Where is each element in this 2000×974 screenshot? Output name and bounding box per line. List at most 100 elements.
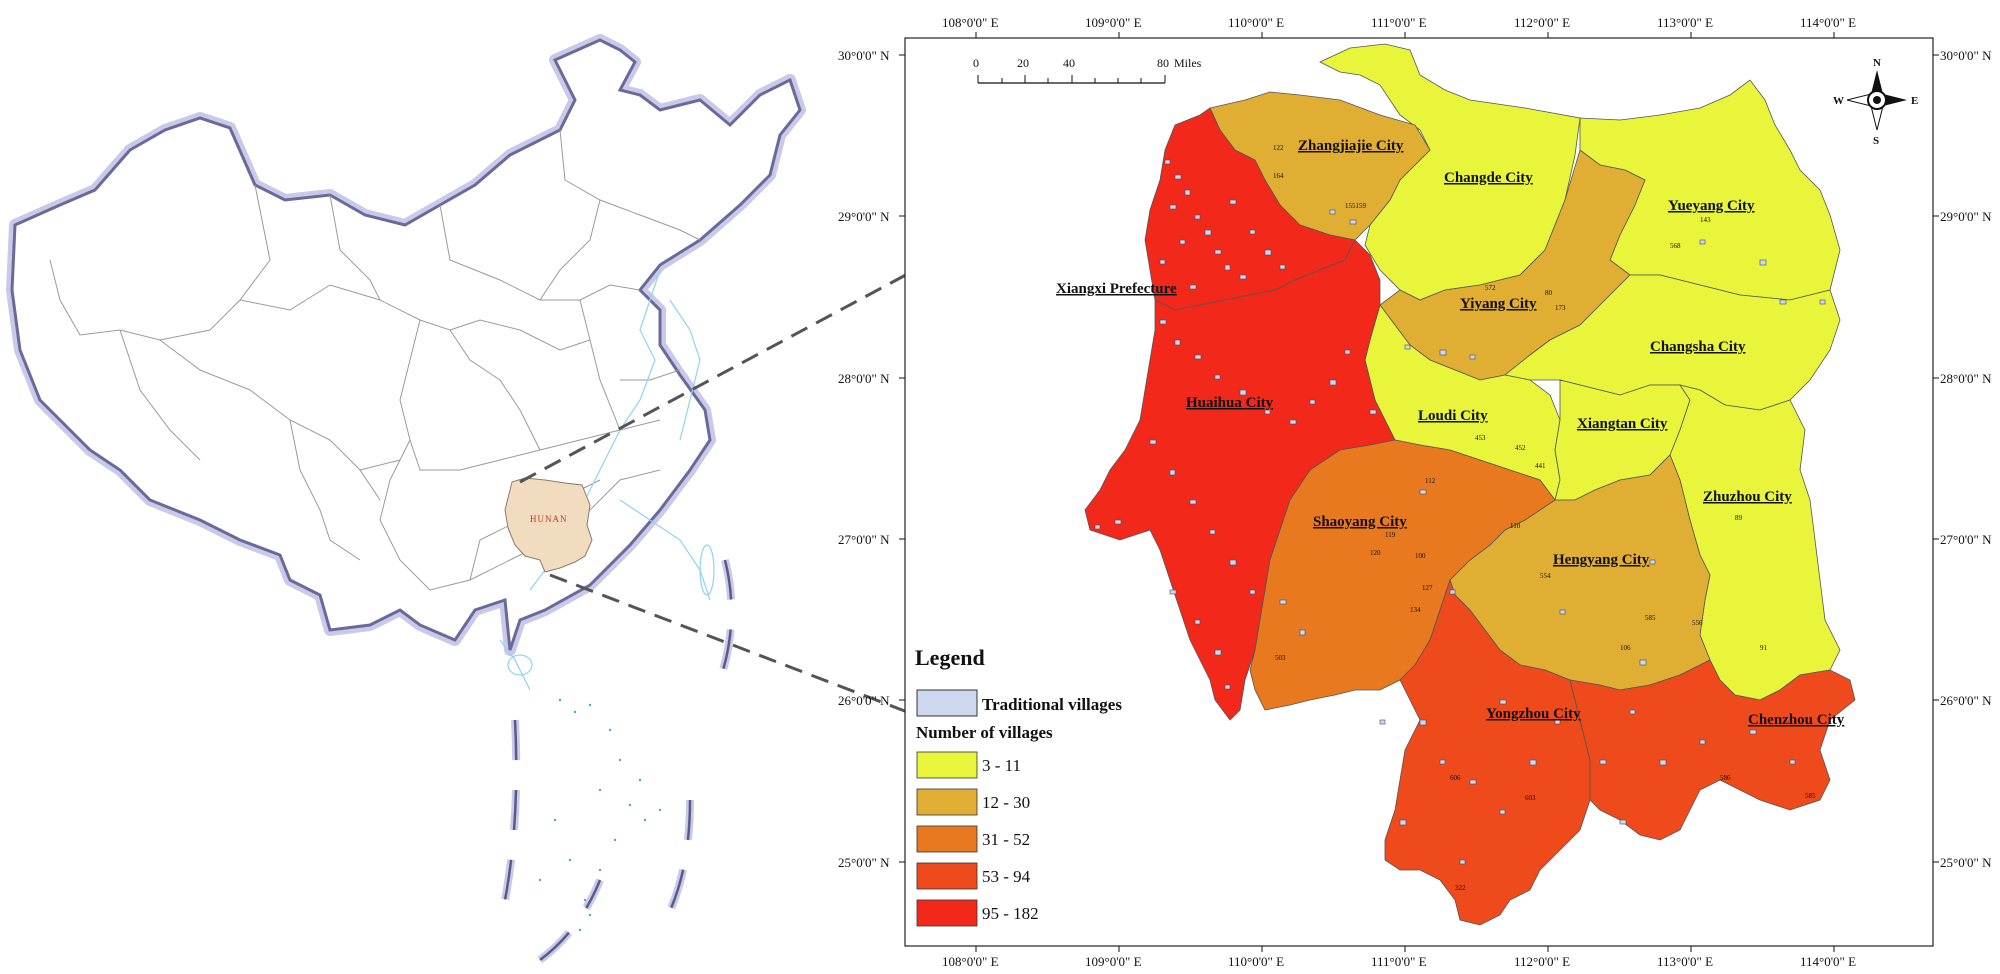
china-border — [10, 38, 802, 651]
legend-swatch-31-52 — [916, 825, 978, 853]
legend: Legend Traditional villages Number of vi… — [915, 645, 1122, 927]
scale-label-20: 20 — [1017, 56, 1029, 70]
svg-text:585: 585 — [1805, 792, 1816, 800]
svg-text:586: 586 — [1720, 774, 1731, 782]
hunan-regions — [1084, 43, 1856, 926]
svg-text:155159: 155159 — [1345, 202, 1367, 210]
main-map: 108°0'0" E 109°0'0" E 110°0'0" E 111°0'0… — [838, 15, 1992, 969]
city-label-changsha: Changsha City — [1650, 339, 1746, 355]
right-lat-label: 25°0'0" N — [1940, 855, 1992, 870]
legend-count-title: Number of villages — [916, 723, 1053, 742]
bottom-lon-label: 111°0'0" E — [1371, 954, 1427, 969]
city-label-loudi: Loudi City — [1418, 408, 1488, 424]
city-label-changde: Changde City — [1444, 170, 1533, 186]
region-chenzhou — [1569, 659, 1856, 841]
hunan-province-shape — [504, 477, 593, 573]
svg-text:585: 585 — [1645, 614, 1656, 622]
svg-text:127: 127 — [1422, 584, 1433, 592]
svg-text:603: 603 — [1525, 794, 1536, 802]
scale-unit: Miles — [1174, 56, 1202, 70]
bottom-lon-label: 112°0'0" E — [1514, 954, 1570, 969]
top-lon-label: 108°0'0" E — [942, 15, 999, 30]
region-yongzhou — [1384, 578, 1591, 926]
svg-text:119: 119 — [1385, 531, 1396, 539]
top-lon-label: 112°0'0" E — [1514, 15, 1570, 30]
svg-text:134: 134 — [1410, 606, 1421, 614]
legend-label-3-11: 3 - 11 — [982, 756, 1021, 775]
svg-text:110: 110 — [1510, 522, 1521, 530]
south-china-sea-islands — [538, 698, 662, 932]
svg-text:322: 322 — [1455, 884, 1466, 892]
traditional-village-markers — [1094, 159, 1826, 865]
scale-bar: 0 20 40 80 Miles — [973, 56, 1202, 84]
svg-text:80: 80 — [1545, 289, 1553, 297]
svg-text:91: 91 — [1760, 644, 1768, 652]
svg-text:452: 452 — [1515, 444, 1526, 452]
svg-text:106: 106 — [1620, 644, 1631, 652]
compass-s: S — [1873, 135, 1879, 147]
svg-text:143: 143 — [1700, 216, 1711, 224]
svg-text:441: 441 — [1535, 462, 1546, 470]
svg-text:572: 572 — [1485, 284, 1496, 292]
legend-title: Legend — [915, 645, 985, 670]
svg-text:120: 120 — [1370, 549, 1381, 557]
legend-swatch-53-94 — [916, 862, 978, 890]
svg-text:606: 606 — [1450, 774, 1461, 782]
legend-label-95-182: 95 - 182 — [982, 904, 1039, 923]
svg-text:89: 89 — [1735, 514, 1743, 522]
nine-dash-line — [503, 559, 733, 961]
right-lat-label: 30°0'0" N — [1940, 48, 1992, 63]
province-boundaries — [49, 129, 701, 591]
city-label-xiangtan: Xiangtan City — [1577, 416, 1668, 432]
city-label-yueyang: Yueyang City — [1668, 198, 1755, 214]
legend-label-53-94: 53 - 94 — [982, 867, 1031, 886]
top-lon-label: 113°0'0" E — [1657, 15, 1713, 30]
bottom-lon-label: 109°0'0" E — [1085, 954, 1142, 969]
city-label-zhuzhou: Zhuzhou City — [1703, 489, 1792, 505]
city-label-shaoyang: Shaoyang City — [1313, 514, 1407, 530]
nine-dash-line-glow — [501, 559, 736, 964]
left-lat-label: 25°0'0" N — [838, 855, 890, 870]
china-inset-map: HUNAN — [6, 34, 806, 964]
hunan-label: HUNAN — [530, 514, 568, 524]
legend-village-label: Traditional villages — [982, 695, 1122, 714]
compass-rose-icon: N S E W — [1833, 57, 1918, 147]
scale-label-0: 0 — [973, 56, 979, 70]
left-latitude-axis: 30°0'0" N 29°0'0" N 28°0'0" N 27°0'0" N … — [838, 48, 905, 870]
legend-swatch-95-182 — [916, 899, 978, 927]
top-lon-label: 111°0'0" E — [1371, 15, 1427, 30]
compass-n: N — [1873, 57, 1881, 69]
legend-village-swatch — [916, 689, 978, 717]
top-lon-label: 109°0'0" E — [1085, 15, 1142, 30]
compass-w: W — [1833, 95, 1844, 107]
legend-swatch-3-11 — [916, 751, 978, 779]
bottom-lon-label: 114°0'0" E — [1800, 954, 1856, 969]
left-lat-label: 28°0'0" N — [838, 371, 890, 386]
top-longitude-axis: 108°0'0" E 109°0'0" E 110°0'0" E 111°0'0… — [942, 15, 1856, 38]
left-lat-label: 27°0'0" N — [838, 532, 890, 547]
right-lat-label: 26°0'0" N — [1940, 693, 1992, 708]
city-label-huaihua: Huaihua City — [1186, 395, 1274, 411]
right-latitude-axis: 30°0'0" N 29°0'0" N 28°0'0" N 27°0'0" N … — [1933, 48, 1992, 870]
svg-text:173: 173 — [1555, 304, 1566, 312]
legend-label-31-52: 31 - 52 — [982, 830, 1030, 849]
left-lat-label: 30°0'0" N — [838, 48, 890, 63]
left-lat-label: 29°0'0" N — [838, 209, 890, 224]
compass-e: E — [1911, 95, 1918, 107]
bottom-lon-label: 110°0'0" E — [1228, 954, 1284, 969]
city-label-zhangjiajie: Zhangjiajie City — [1298, 138, 1404, 154]
svg-text:112: 112 — [1425, 477, 1436, 485]
legend-label-12-30: 12 - 30 — [982, 793, 1030, 812]
svg-text:503: 503 — [1275, 654, 1286, 662]
svg-text:122: 122 — [1273, 144, 1284, 152]
svg-text:568: 568 — [1670, 242, 1681, 250]
svg-text:164: 164 — [1273, 172, 1284, 180]
svg-text:554: 554 — [1540, 572, 1551, 580]
city-label-hengyang: Hengyang City — [1553, 552, 1650, 568]
city-labels: Zhangjiajie City Changde City Yueyang Ci… — [1056, 138, 1845, 728]
legend-swatch-12-30 — [916, 788, 978, 816]
svg-text:100: 100 — [1415, 552, 1426, 560]
city-label-yongzhou: Yongzhou City — [1486, 706, 1581, 722]
top-lon-label: 114°0'0" E — [1800, 15, 1856, 30]
